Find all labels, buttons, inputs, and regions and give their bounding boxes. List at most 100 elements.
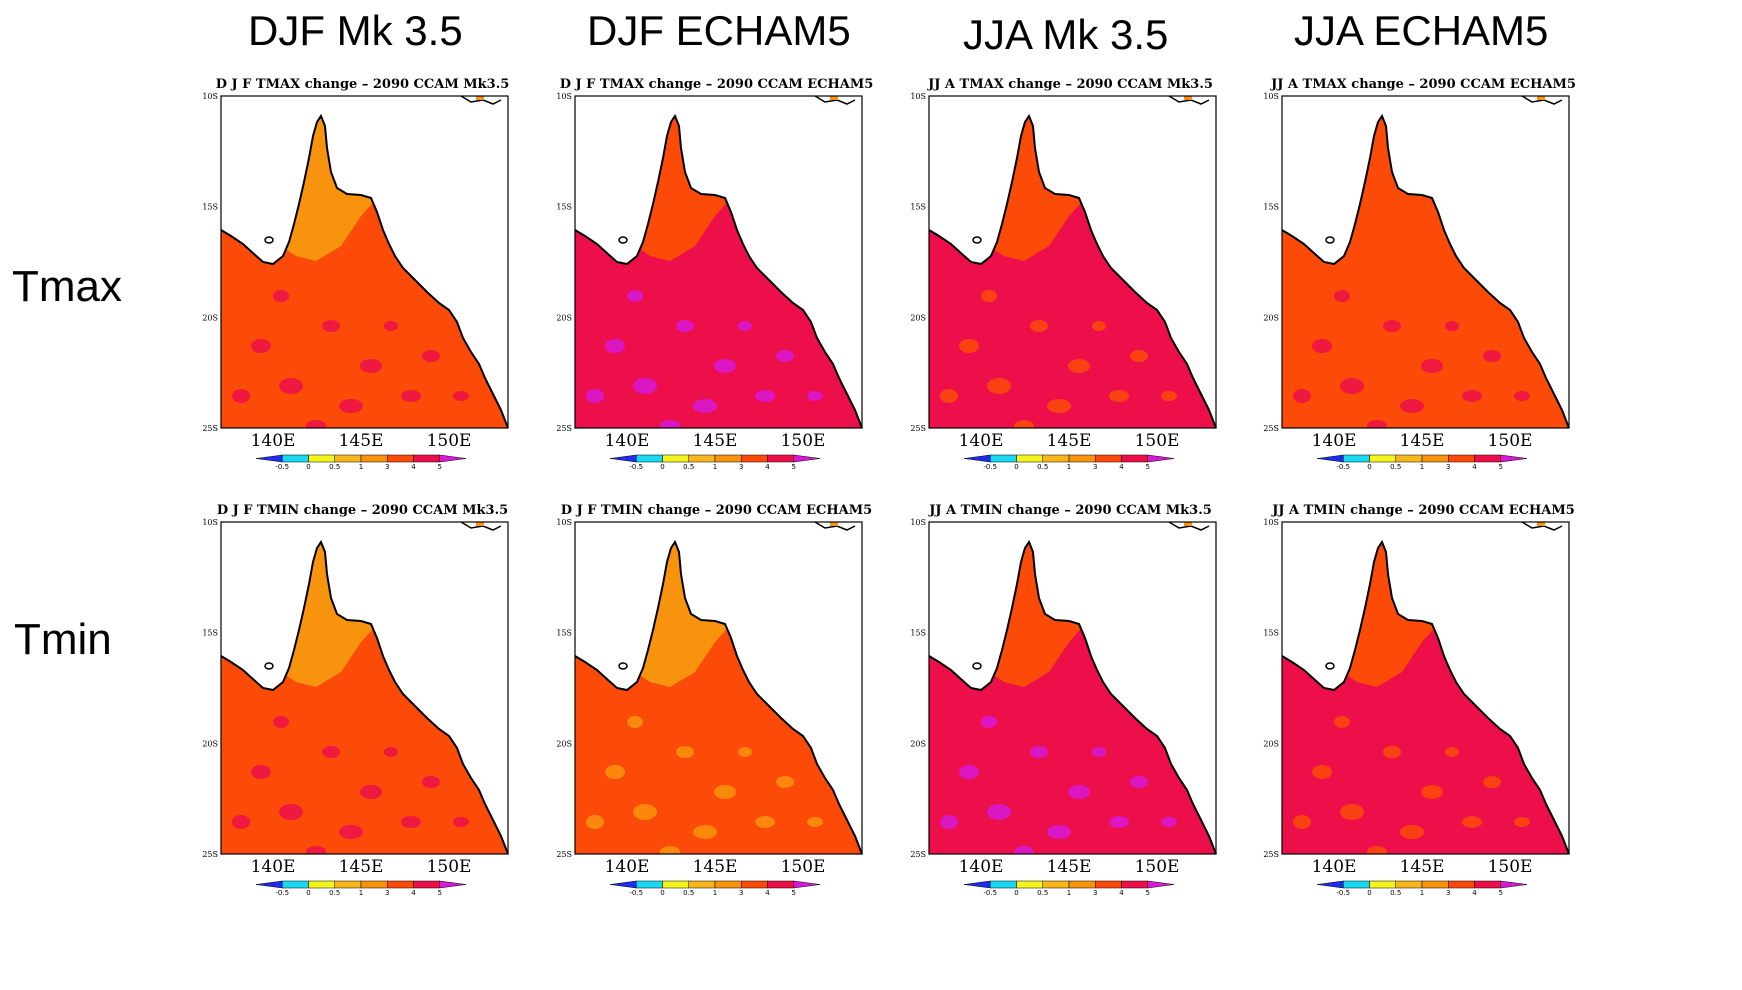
island xyxy=(972,236,982,244)
lon-tick-label: 140E xyxy=(251,431,296,451)
colorbar-tick-label: -0.5 xyxy=(983,889,997,897)
colorbar-tick-label: 0.5 xyxy=(1390,889,1401,897)
colorbar-tick-label: 5 xyxy=(438,889,442,897)
lat-tick-label: 15S xyxy=(910,629,926,638)
anomaly-patch xyxy=(627,716,643,728)
panel-title: D J F TMAX change – 2090 CCAM ECHAM5 xyxy=(560,77,874,92)
lon-tick-label: 150E xyxy=(781,431,826,451)
anomaly-patch xyxy=(1462,816,1482,828)
lat-tick-label: 25S xyxy=(202,424,218,433)
colorbar-tick-label: -0.5 xyxy=(275,889,289,897)
anomaly-patch xyxy=(339,825,363,839)
anomaly-patch xyxy=(1130,350,1148,362)
lat-tick-label: 25S xyxy=(1263,850,1279,859)
lat-tick-label: 20S xyxy=(556,313,572,322)
colorbar-segment xyxy=(1448,880,1475,889)
lon-tick-label: 150E xyxy=(427,857,472,877)
colorbar-segment xyxy=(636,880,663,889)
colorbar-tick-label: 4 xyxy=(1472,463,1477,471)
colorbar-segment xyxy=(1042,454,1070,463)
anomaly-patch xyxy=(981,290,997,302)
colorbar-tick-label: 3 xyxy=(1093,463,1097,471)
anomaly-patch xyxy=(738,747,752,757)
anomaly-patch xyxy=(251,765,271,779)
colorbar-tick-label: -0.5 xyxy=(1336,463,1350,471)
colorbar-tick-label: 5 xyxy=(1499,889,1503,897)
anomaly-patch xyxy=(1421,785,1443,799)
lat-tick-label: 10S xyxy=(202,92,218,101)
anomaly-patch xyxy=(1462,390,1482,402)
lat-tick-label: 20S xyxy=(910,313,926,322)
anomaly-patch xyxy=(422,350,440,362)
island xyxy=(264,236,274,244)
coastline xyxy=(928,539,1217,855)
panel-title: D J F TMAX change – 2090 CCAM Mk3.5 xyxy=(216,77,510,92)
anomaly-patch xyxy=(660,420,680,428)
colorbar-segment xyxy=(1369,880,1396,889)
lat-tick-label: 10S xyxy=(556,92,572,101)
anomaly-patch xyxy=(1068,359,1090,373)
lon-tick-label: 145E xyxy=(339,857,384,877)
colorbar-tick-label: 1 xyxy=(359,463,363,471)
colorbar-segment xyxy=(1421,880,1449,889)
colorbar-tick-label: 1 xyxy=(1067,463,1071,471)
colorbar-segment xyxy=(334,454,362,463)
coastline xyxy=(1281,113,1570,429)
colorbar-segment xyxy=(767,880,794,889)
column-title-djf-echam5: DJF ECHAM5 xyxy=(587,7,851,54)
anomaly-patch xyxy=(422,776,440,788)
colorbar-segment xyxy=(609,880,637,889)
colorbar-tick-label: 1 xyxy=(713,463,717,471)
anomaly-patch xyxy=(1334,716,1350,728)
anomaly-patch xyxy=(1445,321,1459,331)
lat-tick-label: 10S xyxy=(910,518,926,527)
row-label-tmin: Tmin xyxy=(14,615,112,664)
lat-tick-label: 15S xyxy=(556,203,572,212)
lon-tick-label: 145E xyxy=(1047,431,1092,451)
map-panel: D J F TMIN change – 2090 CCAM Mk3.5 10S 15… xyxy=(194,502,594,942)
anomaly-patch xyxy=(232,815,250,829)
colorbar-tick-label: 0.5 xyxy=(329,889,340,897)
island xyxy=(1325,236,1335,244)
anomaly-patch xyxy=(959,339,979,353)
anomaly-patch xyxy=(384,747,398,757)
colorbar-segment xyxy=(1016,454,1043,463)
colorbar-segment xyxy=(793,454,821,463)
colorbar-tick-label: 1 xyxy=(359,889,363,897)
anomaly-patch xyxy=(1014,420,1034,428)
anomaly-patch xyxy=(1130,776,1148,788)
plot-frame xyxy=(574,521,863,855)
anomaly-patch xyxy=(714,359,736,373)
anomaly-patch xyxy=(1367,846,1387,854)
colorbar-segment xyxy=(963,880,991,889)
coastline xyxy=(574,539,863,855)
lat-tick-label: 15S xyxy=(202,203,218,212)
colorbar-tick-label: 3 xyxy=(1093,889,1097,897)
colorbar-segment xyxy=(714,880,742,889)
anomaly-patch xyxy=(605,339,625,353)
anomaly-patch xyxy=(586,815,604,829)
plot-frame xyxy=(928,95,1217,429)
colorbar-tick-label: 4 xyxy=(765,463,770,471)
colorbar-segment xyxy=(662,454,689,463)
anomaly-patch xyxy=(384,321,398,331)
colorbar-segment xyxy=(990,454,1017,463)
colorbar-segment xyxy=(1042,880,1070,889)
island xyxy=(264,662,274,670)
lat-tick-label: 20S xyxy=(1263,313,1279,322)
colorbar-segment xyxy=(282,880,309,889)
row-label-tmax: Tmax xyxy=(12,262,122,311)
colorbar-segment xyxy=(636,454,663,463)
lon-tick-label: 145E xyxy=(1400,431,1445,451)
colorbar-tick-label: 0.5 xyxy=(329,463,340,471)
colorbar-tick-label: 0.5 xyxy=(1037,463,1048,471)
colorbar-segment xyxy=(1068,454,1096,463)
png-land xyxy=(830,522,838,526)
anomaly-patch xyxy=(1400,399,1424,413)
colorbar-segment xyxy=(334,880,362,889)
anomaly-patch xyxy=(940,815,958,829)
